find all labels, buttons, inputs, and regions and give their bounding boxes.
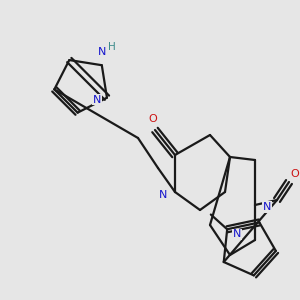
Text: N: N (159, 190, 167, 200)
Text: N: N (233, 229, 242, 239)
Text: H: H (108, 42, 116, 52)
Text: N: N (93, 95, 101, 105)
Text: N: N (98, 47, 106, 57)
Text: O: O (148, 114, 158, 124)
Text: N: N (263, 202, 271, 212)
Text: O: O (291, 169, 299, 179)
